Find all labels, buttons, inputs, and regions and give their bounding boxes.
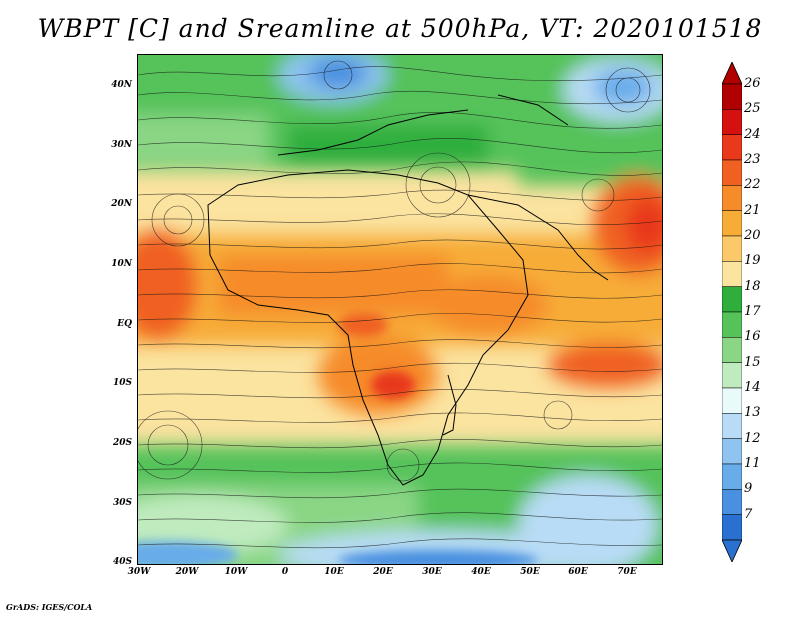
lon-label-40e: 40E <box>471 567 491 577</box>
colorbar-swatch <box>722 134 742 161</box>
colorbar-top-arrow <box>722 62 742 85</box>
lat-label-40s: 40S <box>112 557 132 567</box>
colorbar-swatch <box>722 311 742 338</box>
colorbar-swatch <box>722 514 742 541</box>
colorbar-label: 21 <box>744 202 761 218</box>
lon-label-10w: 10W <box>224 567 248 577</box>
colorbar-swatch <box>722 83 742 110</box>
colorbar-swatch <box>722 337 742 363</box>
lon-label-50e: 50E <box>520 567 540 577</box>
lat-label-20s: 20S <box>112 438 132 448</box>
colorbar-label: 25 <box>744 101 761 117</box>
colorbar-label: 22 <box>744 177 761 193</box>
lon-label-10e: 10E <box>324 567 344 577</box>
colorbar-swatch <box>722 489 742 515</box>
lon-label-70e: 70E <box>617 567 637 577</box>
colorbar-swatch <box>722 210 742 237</box>
colorbar-swatch <box>722 261 742 287</box>
lat-label-30s: 30S <box>112 498 132 508</box>
map-panel <box>137 54 663 565</box>
colorbar-label: 18 <box>744 278 761 294</box>
colorbar-swatch <box>722 185 742 211</box>
colorbar-label: 11 <box>744 456 761 471</box>
lat-label-20n: 20N <box>111 199 132 209</box>
colorbar-swatch <box>722 286 742 313</box>
lat-label-eq: EQ <box>117 319 132 329</box>
lon-label-30e: 30E <box>422 567 442 577</box>
colorbar-label: 24 <box>744 126 761 142</box>
colorbar-label: 16 <box>744 329 761 345</box>
colorbar-swatch <box>722 387 742 414</box>
coastlines <box>207 94 609 486</box>
wbpt-field <box>138 55 662 564</box>
colorbar-label: 23 <box>744 152 761 167</box>
credit-text: GrADS: IGES/COLA <box>6 602 93 612</box>
colorbar-swatch <box>722 362 742 389</box>
colorbar-label: 12 <box>744 430 761 446</box>
colorbar-label: 9 <box>744 481 753 497</box>
colorbar-bottom-arrow <box>722 539 742 562</box>
lon-label-60e: 60E <box>568 567 588 577</box>
colorbar-label: 17 <box>744 304 761 319</box>
colorbar-label: 20 <box>744 228 761 243</box>
colorbar-swatch <box>722 159 742 186</box>
colorbar-label: 26 <box>744 76 761 91</box>
lat-label-10s: 10S <box>112 378 132 388</box>
lon-label-20e: 20E <box>373 567 393 577</box>
colorbar-label: 19 <box>744 253 761 269</box>
colorbar-label: 15 <box>744 354 761 370</box>
colorbar-label: 7 <box>744 506 753 522</box>
colorbar-label: 14 <box>744 380 761 395</box>
colorbar-swatch <box>722 413 742 439</box>
lon-label-20w: 20W <box>175 567 199 577</box>
colorbar-swatch <box>722 235 742 262</box>
lon-label-0: 0 <box>281 567 289 577</box>
lat-label-40n: 40N <box>111 80 132 90</box>
lat-label-10n: 10N <box>111 259 132 269</box>
lon-label-30w: 30W <box>127 567 151 577</box>
lat-label-30n: 30N <box>111 140 132 150</box>
colorbar-swatch <box>722 109 742 135</box>
colorbar-swatch <box>722 438 742 465</box>
chart-title: WBPT [C] and Sreamline at 500hPa, VT: 20… <box>37 14 763 43</box>
colorbar <box>722 62 742 562</box>
colorbar-swatch <box>722 463 742 490</box>
colorbar-label: 13 <box>744 405 761 421</box>
